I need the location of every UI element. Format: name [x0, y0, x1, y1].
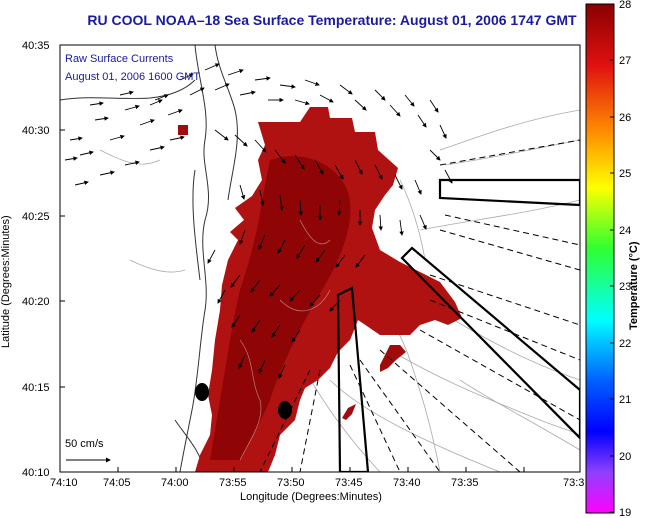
- colorbar-tick-label: 23: [619, 281, 631, 293]
- y-tick-label: 40:15: [22, 382, 50, 394]
- y-tick-labels: 40:35 40:30 40:25 40:20 40:15 40:10: [22, 40, 50, 479]
- x-tick-labels: 74:10 74:05 74:00 73:55 73:50 73:45 73:4…: [50, 477, 584, 489]
- colorbar-tick-label: 21: [619, 394, 631, 406]
- x-tick-label: 73:45: [335, 477, 363, 489]
- x-tick-label: 73:55: [219, 477, 247, 489]
- buoy-marker: [195, 383, 209, 401]
- x-tick-label: 74:00: [161, 477, 189, 489]
- x-tick-label: 73:3: [563, 477, 584, 489]
- y-tick-label: 40:20: [22, 296, 50, 308]
- surface-current-arrows: [64, 63, 453, 379]
- y-tick-label: 40:35: [22, 40, 50, 52]
- colorbar-tick-label: 24: [619, 225, 631, 237]
- y-tick-label: 40:25: [22, 211, 50, 223]
- radar-boxes: [336, 178, 580, 472]
- colorbar-ticks: [610, 3, 614, 513]
- buoy-marker: [278, 401, 292, 419]
- y-tick-label: 40:30: [22, 125, 50, 137]
- colorbar-label: Temperature (°C): [628, 241, 640, 330]
- colorbar-tick-label: 20: [619, 451, 631, 463]
- x-tick-label: 73:35: [451, 477, 479, 489]
- scale-label: 50 cm/s: [65, 438, 104, 450]
- y-tick-label: 40:10: [22, 467, 50, 479]
- sst-contours: [239, 219, 331, 461]
- currents-legend-line: August 01, 2006 1600 GMT: [65, 71, 200, 83]
- axis-ticks: [59, 44, 525, 473]
- x-axis-label: Longitude (Degrees:Minutes): [240, 491, 382, 503]
- x-tick-label: 74:05: [103, 477, 131, 489]
- x-tick-label: 74:10: [50, 477, 78, 489]
- currents-legend-line: Raw Surface Currents: [65, 53, 174, 65]
- radar-coverage-lines: [259, 139, 580, 472]
- colorbar-tick-label: 28: [619, 0, 631, 11]
- colorbar-tick-label: 25: [619, 168, 631, 180]
- x-tick-label: 73:40: [393, 477, 421, 489]
- colorbar-tick-labels: 28 27 26 25 24 23 22 21 20 19: [619, 0, 631, 518]
- bathymetry-contours: [99, 109, 580, 472]
- map-title: RU COOL NOAA–18 Sea Surface Temperature:…: [87, 12, 577, 28]
- plot-frame: [59, 44, 581, 473]
- colorbar-tick-label: 19: [619, 507, 631, 518]
- colorbar: [585, 3, 615, 514]
- colorbar-tick-label: 27: [619, 55, 631, 67]
- y-axis-label: Latitude (Degrees:Minutes): [0, 215, 12, 348]
- colorbar-tick-label: 22: [619, 338, 631, 350]
- x-tick-label: 73:50: [277, 477, 305, 489]
- colorbar-tick-label: 26: [619, 112, 631, 124]
